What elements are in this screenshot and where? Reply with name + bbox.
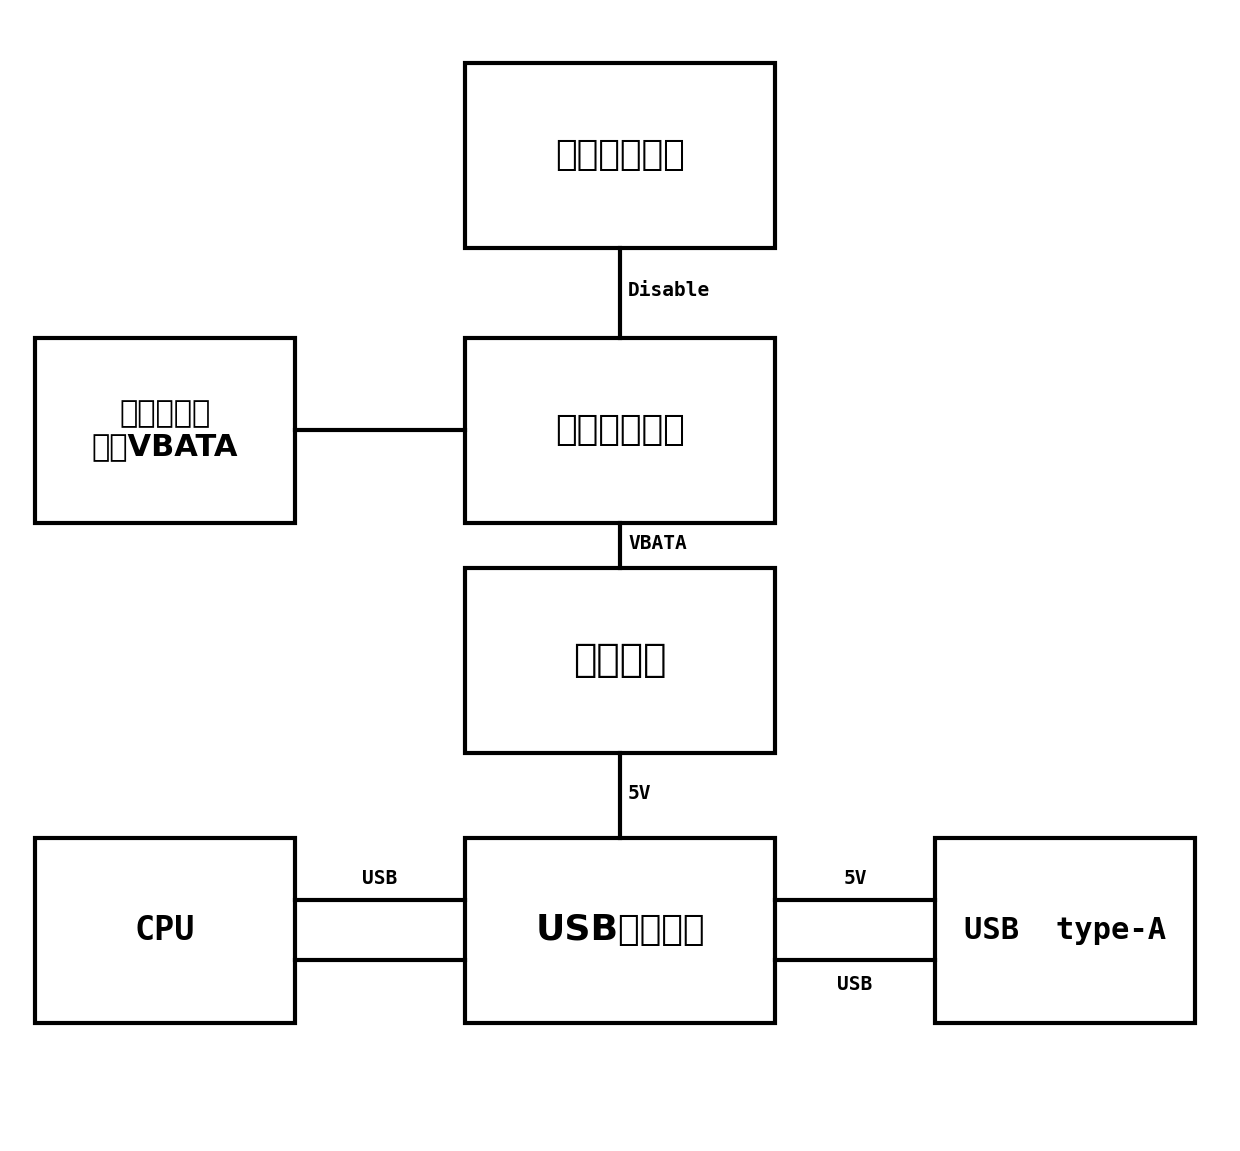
Bar [465, 567, 775, 753]
Text: USB充电模块: USB充电模块 [536, 913, 704, 947]
Bar [35, 838, 295, 1022]
Bar [935, 838, 1195, 1022]
Text: 电源切换电路: 电源切换电路 [556, 413, 684, 447]
Text: USB: USB [837, 975, 873, 994]
Text: Disable: Disable [627, 281, 711, 299]
Text: 笔记本电脑
电池VBATA: 笔记本电脑 电池VBATA [92, 398, 238, 462]
Text: 降压模块: 降压模块 [573, 641, 667, 679]
Text: USB  type-A: USB type-A [963, 915, 1166, 945]
Text: CPU: CPU [135, 914, 195, 946]
Bar [465, 337, 775, 523]
Text: USB: USB [362, 869, 398, 889]
Bar [465, 838, 775, 1022]
Bar [35, 337, 295, 523]
Text: 5V: 5V [627, 784, 651, 802]
Bar [465, 62, 775, 247]
Text: 电压检测电路: 电压检测电路 [556, 138, 684, 171]
Text: VBATA: VBATA [627, 534, 687, 552]
Text: 5V: 5V [843, 869, 867, 889]
